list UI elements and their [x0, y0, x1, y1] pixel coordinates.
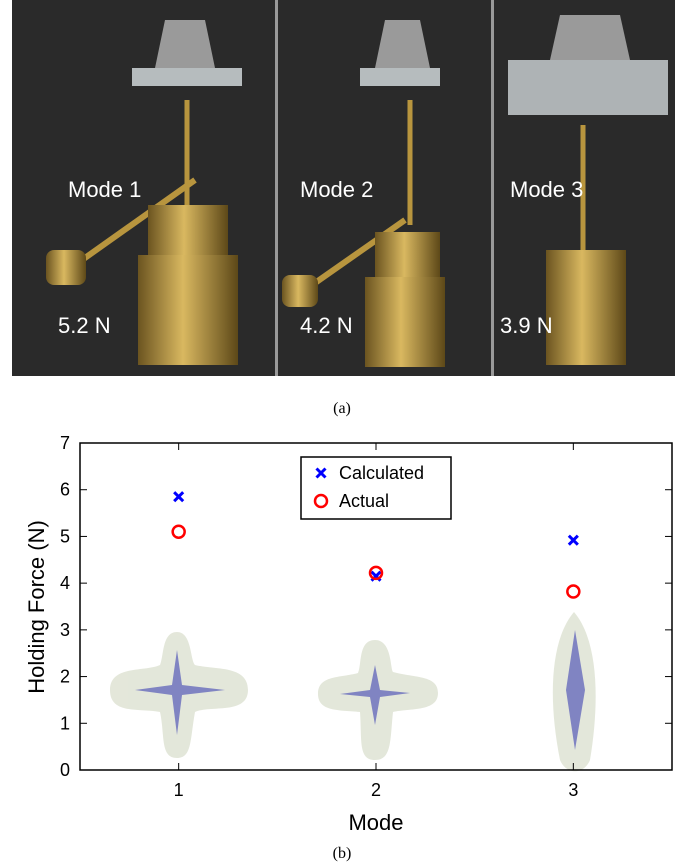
x-tick-label: 1 — [174, 780, 184, 800]
x-tick-label: 3 — [568, 780, 578, 800]
force-label: 5.2 N — [58, 313, 111, 338]
marker-circle — [173, 526, 185, 538]
y-tick-label: 7 — [60, 433, 70, 453]
y-tick-label: 0 — [60, 760, 70, 780]
y-axis-label: Holding Force (N) — [24, 520, 49, 694]
y-tick-label: 3 — [60, 620, 70, 640]
gel-images — [110, 612, 596, 771]
marker-x — [569, 536, 578, 545]
marker-circle — [567, 586, 579, 598]
y-tick-label: 2 — [60, 667, 70, 687]
caption: (b) — [333, 845, 352, 862]
x-tick-label: 2 — [371, 780, 381, 800]
y-tick-label: 5 — [60, 526, 70, 546]
mode-label: Mode 2 — [300, 177, 373, 202]
x-axis-label: Mode — [348, 810, 403, 835]
legend-label: Actual — [339, 491, 389, 511]
marker-x — [174, 492, 183, 501]
figure: Mode 1 5.2 N Mode 2 4.2 N Mode 3 3.9 N (… — [0, 0, 685, 864]
caption: (a) — [333, 400, 351, 417]
mode-label: Mode 3 — [510, 177, 583, 202]
y-tick-label: 4 — [60, 573, 70, 593]
photo-panel: Mode 1 5.2 N Mode 2 4.2 N Mode 3 3.9 N — [12, 0, 675, 376]
legend-label: Calculated — [339, 463, 424, 483]
y-tick-label: 1 — [60, 713, 70, 733]
force-label: 4.2 N — [300, 313, 353, 338]
y-tick-label: 6 — [60, 480, 70, 500]
mode-label: Mode 1 — [68, 177, 141, 202]
force-label: 3.9 N — [500, 313, 553, 338]
